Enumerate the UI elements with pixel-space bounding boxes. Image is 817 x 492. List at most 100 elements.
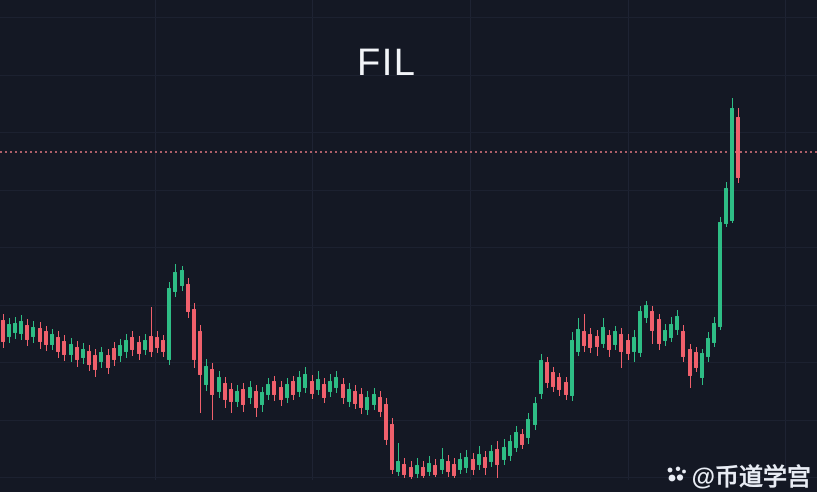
candle-wick xyxy=(150,307,152,357)
candle-body xyxy=(248,387,252,398)
candle-body xyxy=(303,374,307,388)
candle-body xyxy=(297,377,301,392)
candle-body xyxy=(124,340,128,352)
gridline-v xyxy=(470,0,471,480)
candle-body xyxy=(272,381,276,395)
candle-body xyxy=(130,337,134,350)
candle-body xyxy=(155,337,159,348)
candle-body xyxy=(19,321,23,334)
gridline-v xyxy=(155,0,156,480)
candle-body xyxy=(526,419,530,438)
candle-body xyxy=(545,362,549,383)
candle-body xyxy=(663,330,667,341)
candle-body xyxy=(334,377,338,388)
candle-body xyxy=(551,372,555,387)
candle-body xyxy=(675,316,679,330)
candle-body xyxy=(694,352,698,368)
candle-body xyxy=(440,459,444,470)
candle-body xyxy=(588,334,592,348)
gridline-h xyxy=(0,17,817,18)
candle-body xyxy=(390,424,394,470)
candle-body xyxy=(229,389,233,402)
price-level-dotted-line[interactable] xyxy=(0,151,817,153)
candle-body xyxy=(483,457,487,468)
gridline-v xyxy=(628,0,629,480)
candle-body xyxy=(452,464,456,476)
candle-body xyxy=(69,344,73,355)
candle-body xyxy=(50,334,54,345)
candle-body xyxy=(365,397,369,410)
candle-body xyxy=(137,342,141,354)
candle-body xyxy=(495,449,499,465)
candle-body xyxy=(582,331,586,346)
gridline-v xyxy=(312,0,313,480)
candle-body xyxy=(657,319,661,344)
candle-body xyxy=(1,320,5,342)
candle-body xyxy=(539,360,543,394)
candle-body xyxy=(167,288,171,360)
candle-body xyxy=(31,327,35,337)
candle-body xyxy=(502,447,506,460)
candle-body xyxy=(626,340,630,354)
candle-body xyxy=(669,324,673,338)
gridline-h xyxy=(0,132,817,133)
candle-body xyxy=(347,389,351,402)
candle-body xyxy=(613,331,617,345)
candle-body xyxy=(700,353,704,378)
candle-body xyxy=(570,340,574,396)
gridline-v xyxy=(785,0,786,480)
candle-body xyxy=(118,345,122,356)
candle-body xyxy=(372,394,376,405)
candle-body xyxy=(724,188,728,224)
candle-body xyxy=(56,337,60,352)
chart-title: FIL xyxy=(357,42,417,84)
gridline-h xyxy=(0,75,817,76)
candle-body xyxy=(316,379,320,390)
candle-body xyxy=(93,355,97,370)
candle-body xyxy=(38,328,42,342)
candle-body xyxy=(161,340,165,352)
candle-body xyxy=(223,383,227,400)
gridline-h xyxy=(0,190,817,191)
candle-body xyxy=(112,348,116,360)
candle-body xyxy=(241,389,245,405)
candle-body xyxy=(217,377,221,392)
candle-body xyxy=(310,381,314,394)
candle-body xyxy=(291,381,295,395)
candle-body xyxy=(378,397,382,412)
candle-body xyxy=(433,465,437,475)
watermark-handle: @币道学宫 xyxy=(691,464,811,491)
candle-body xyxy=(730,108,734,221)
candle-body xyxy=(712,323,716,343)
candle-body xyxy=(266,384,270,395)
candle-body xyxy=(210,369,214,395)
candle-body xyxy=(638,311,642,353)
candle-body xyxy=(99,352,103,362)
candle-body xyxy=(341,384,345,398)
candle-body xyxy=(650,311,654,331)
candle-body xyxy=(186,284,190,312)
candle-body xyxy=(464,457,468,468)
candle-body xyxy=(736,117,740,178)
candle-body xyxy=(359,394,363,408)
candle-body xyxy=(87,351,91,365)
candle-body xyxy=(149,336,153,352)
candle-body xyxy=(192,309,196,360)
candle-body xyxy=(601,327,605,344)
candle-body xyxy=(607,335,611,350)
candle-body xyxy=(235,391,239,402)
candle-body xyxy=(13,323,17,333)
paw-dots-icon xyxy=(665,463,687,486)
candle-body xyxy=(106,355,110,368)
candle-body xyxy=(706,338,710,357)
gridline-h xyxy=(0,305,817,306)
candle-body xyxy=(477,454,481,465)
candle-body xyxy=(279,387,283,400)
candle-body xyxy=(353,391,357,404)
candle-body xyxy=(25,325,29,340)
gridline-h xyxy=(0,477,817,478)
candle-body xyxy=(533,403,537,425)
candle-body xyxy=(514,432,518,448)
candle-body xyxy=(718,222,722,327)
